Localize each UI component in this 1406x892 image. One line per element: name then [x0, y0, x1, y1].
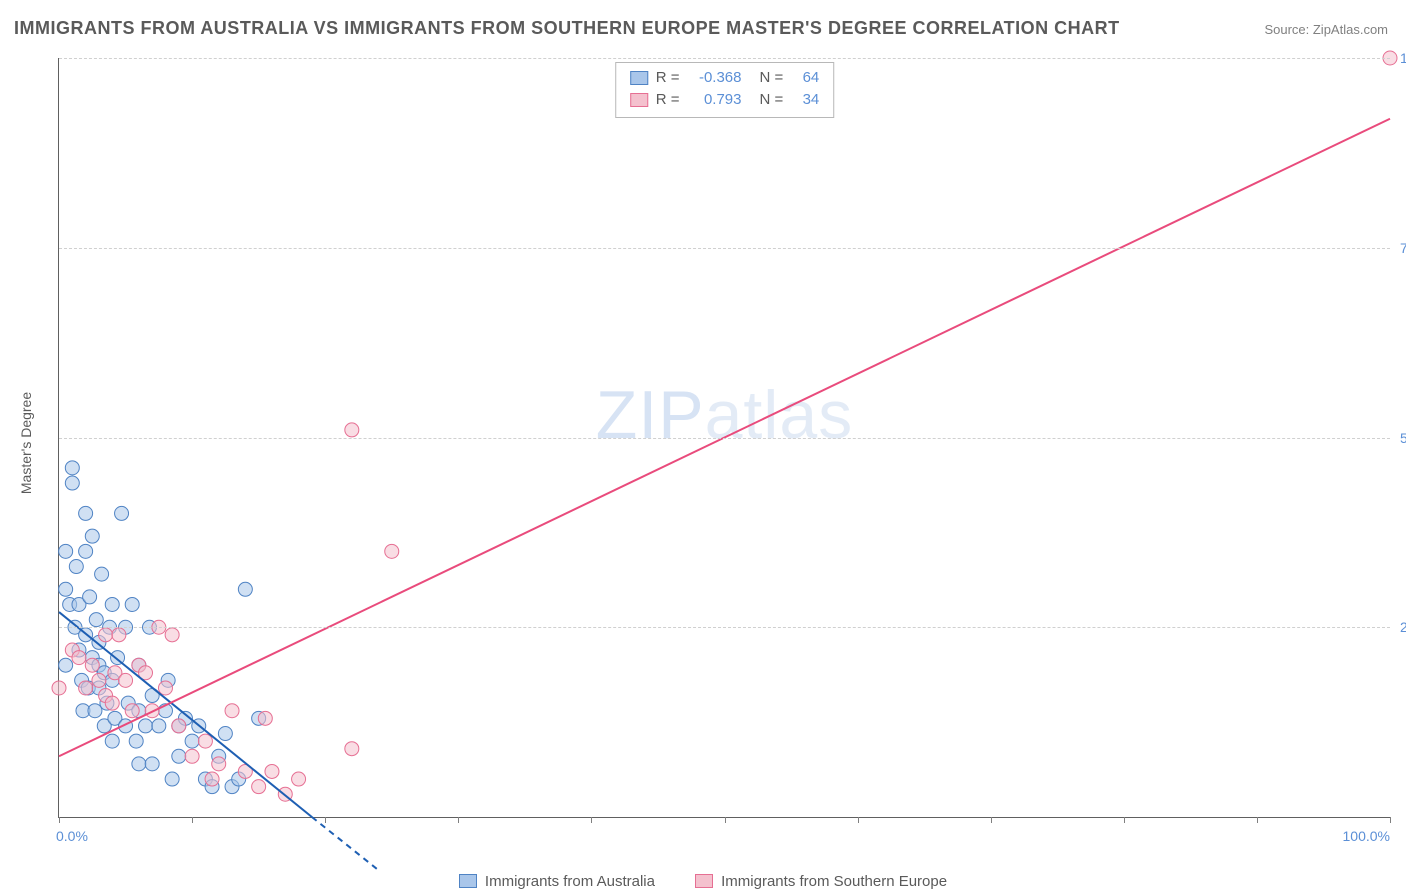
scatter-point	[59, 658, 73, 672]
scatter-point	[212, 757, 226, 771]
plot-area: ZIPatlas R = -0.368 N = 64 R = 0.793 N =…	[58, 58, 1390, 818]
x-tick	[991, 817, 992, 823]
scatter-point	[172, 749, 186, 763]
legend-item: Immigrants from Australia	[459, 873, 655, 890]
x-tick	[1257, 817, 1258, 823]
y-tick-label: 75.0%	[1392, 240, 1406, 256]
legend-item: Immigrants from Southern Europe	[695, 873, 947, 890]
scatter-point	[158, 681, 172, 695]
gridline-h	[59, 627, 1390, 628]
scatter-point	[185, 749, 199, 763]
series-legend: Immigrants from Australia Immigrants fro…	[0, 873, 1406, 892]
x-axis-min-label: 0.0%	[56, 828, 88, 844]
source-attribution: Source: ZipAtlas.com	[1264, 22, 1388, 37]
scatter-point	[79, 681, 93, 695]
scatter-point	[115, 506, 129, 520]
scatter-point	[105, 696, 119, 710]
scatter-point	[92, 673, 106, 687]
gridline-h	[59, 438, 1390, 439]
correlation-chart: Master's Degree ZIPatlas R = -0.368 N = …	[46, 58, 1390, 828]
gridline-h	[59, 248, 1390, 249]
scatter-point	[83, 590, 97, 604]
scatter-point	[238, 582, 252, 596]
scatter-point	[105, 734, 119, 748]
scatter-point	[345, 742, 359, 756]
scatter-point	[129, 734, 143, 748]
x-tick	[325, 817, 326, 823]
scatter-point	[79, 506, 93, 520]
scatter-point	[225, 704, 239, 718]
y-tick-label: 100.0%	[1392, 50, 1406, 66]
scatter-point	[198, 734, 212, 748]
x-tick	[858, 817, 859, 823]
scatter-point	[139, 719, 153, 733]
scatter-point	[218, 727, 232, 741]
scatter-point	[59, 544, 73, 558]
scatter-point	[65, 461, 79, 475]
scatter-point	[72, 651, 86, 665]
scatter-point	[205, 772, 219, 786]
scatter-point	[385, 544, 399, 558]
gridline-h	[59, 58, 1390, 59]
scatter-point	[105, 597, 119, 611]
legend-swatch-series-1	[695, 874, 713, 888]
scatter-point	[119, 673, 133, 687]
scatter-point	[152, 719, 166, 733]
scatter-point	[112, 628, 126, 642]
scatter-point	[85, 658, 99, 672]
scatter-point	[145, 757, 159, 771]
scatter-point	[88, 704, 102, 718]
scatter-point	[65, 476, 79, 490]
scatter-point	[95, 567, 109, 581]
x-tick	[591, 817, 592, 823]
scatter-point	[59, 582, 73, 596]
scatter-point	[252, 780, 266, 794]
y-axis-label: Master's Degree	[18, 392, 34, 494]
trend-line-ext	[312, 817, 379, 870]
x-tick	[1124, 817, 1125, 823]
scatter-point	[165, 628, 179, 642]
scatter-point	[132, 757, 146, 771]
scatter-point	[185, 734, 199, 748]
scatter-point	[172, 719, 186, 733]
legend-swatch-series-0	[459, 874, 477, 888]
y-tick-label: 50.0%	[1392, 430, 1406, 446]
scatter-point	[125, 704, 139, 718]
scatter-point	[89, 613, 103, 627]
legend-label: Immigrants from Australia	[485, 873, 655, 890]
x-tick	[59, 817, 60, 823]
chart-title: IMMIGRANTS FROM AUSTRALIA VS IMMIGRANTS …	[14, 18, 1120, 39]
scatter-point	[99, 628, 113, 642]
scatter-point	[52, 681, 66, 695]
scatter-point	[345, 423, 359, 437]
scatter-point	[125, 597, 139, 611]
x-tick	[192, 817, 193, 823]
scatter-point	[85, 529, 99, 543]
x-tick	[458, 817, 459, 823]
x-axis-max-label: 100.0%	[1343, 828, 1390, 844]
x-tick	[1390, 817, 1391, 823]
x-tick	[725, 817, 726, 823]
scatter-point	[165, 772, 179, 786]
scatter-point	[258, 711, 272, 725]
scatter-point	[265, 764, 279, 778]
scatter-point	[69, 560, 83, 574]
legend-label: Immigrants from Southern Europe	[721, 873, 947, 890]
scatter-point	[292, 772, 306, 786]
y-tick-label: 25.0%	[1392, 619, 1406, 635]
scatter-point	[79, 544, 93, 558]
